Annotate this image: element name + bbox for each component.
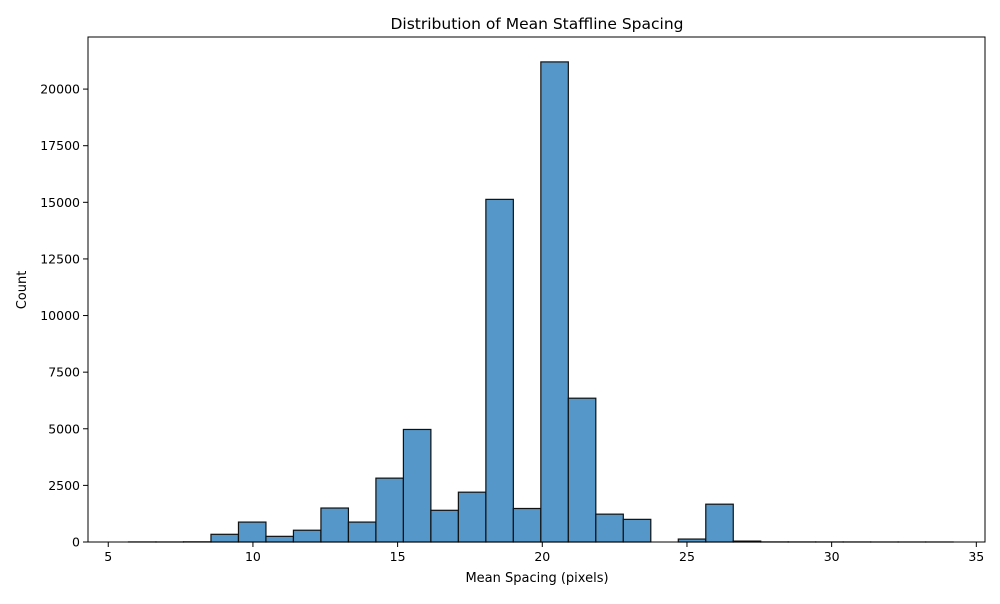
- histogram-bar-16: [568, 398, 595, 542]
- y-tick-label: 17500: [40, 138, 80, 153]
- histogram-bar-5: [266, 536, 293, 542]
- histogram-bar-11: [431, 510, 458, 542]
- histogram-bar-13: [486, 199, 513, 542]
- histogram-bar-8: [348, 522, 375, 542]
- x-tick-label: 15: [390, 549, 406, 564]
- histogram-bar-17: [596, 514, 623, 542]
- y-axis-ticks: 0 2500 5000 7500 10000 12500 15000 17500 20000: [40, 82, 88, 550]
- y-tick-label: 20000: [40, 82, 80, 97]
- x-tick-label: 5: [104, 549, 112, 564]
- chart-title: Distribution of Mean Staffline Spacing: [390, 15, 683, 33]
- histogram-bar-6: [293, 530, 320, 542]
- y-tick-label: 5000: [48, 421, 80, 436]
- y-tick-label: 12500: [40, 251, 80, 266]
- histogram-bar-4: [238, 522, 265, 542]
- y-tick-label: 2500: [48, 478, 80, 493]
- histogram-bar-10: [403, 429, 430, 542]
- x-tick-label: 35: [968, 549, 984, 564]
- y-tick-label: 15000: [40, 195, 80, 210]
- histogram-bar-14: [513, 508, 540, 542]
- histogram-bar-3: [211, 534, 238, 542]
- y-tick-label: 7500: [48, 365, 80, 380]
- y-tick-label: 10000: [40, 308, 80, 323]
- x-axis-ticks: 5 10 15 20 25 30 35: [104, 542, 984, 564]
- x-tick-label: 30: [824, 549, 840, 564]
- histogram-bar-12: [458, 492, 485, 542]
- histogram-bar-18: [623, 519, 650, 542]
- x-tick-label: 10: [245, 549, 261, 564]
- histogram-bar-15: [541, 62, 568, 542]
- y-axis-label: Count: [15, 271, 30, 310]
- histogram-bar-9: [376, 478, 403, 542]
- bars-group: [129, 62, 954, 542]
- x-axis-label: Mean Spacing (pixels): [465, 571, 608, 586]
- x-tick-label: 20: [534, 549, 550, 564]
- histogram-bar-7: [321, 508, 348, 542]
- y-tick-label: 0: [72, 535, 80, 550]
- x-tick-label: 25: [679, 549, 695, 564]
- plot-area-frame: [88, 37, 985, 542]
- histogram-bar-21: [706, 504, 733, 542]
